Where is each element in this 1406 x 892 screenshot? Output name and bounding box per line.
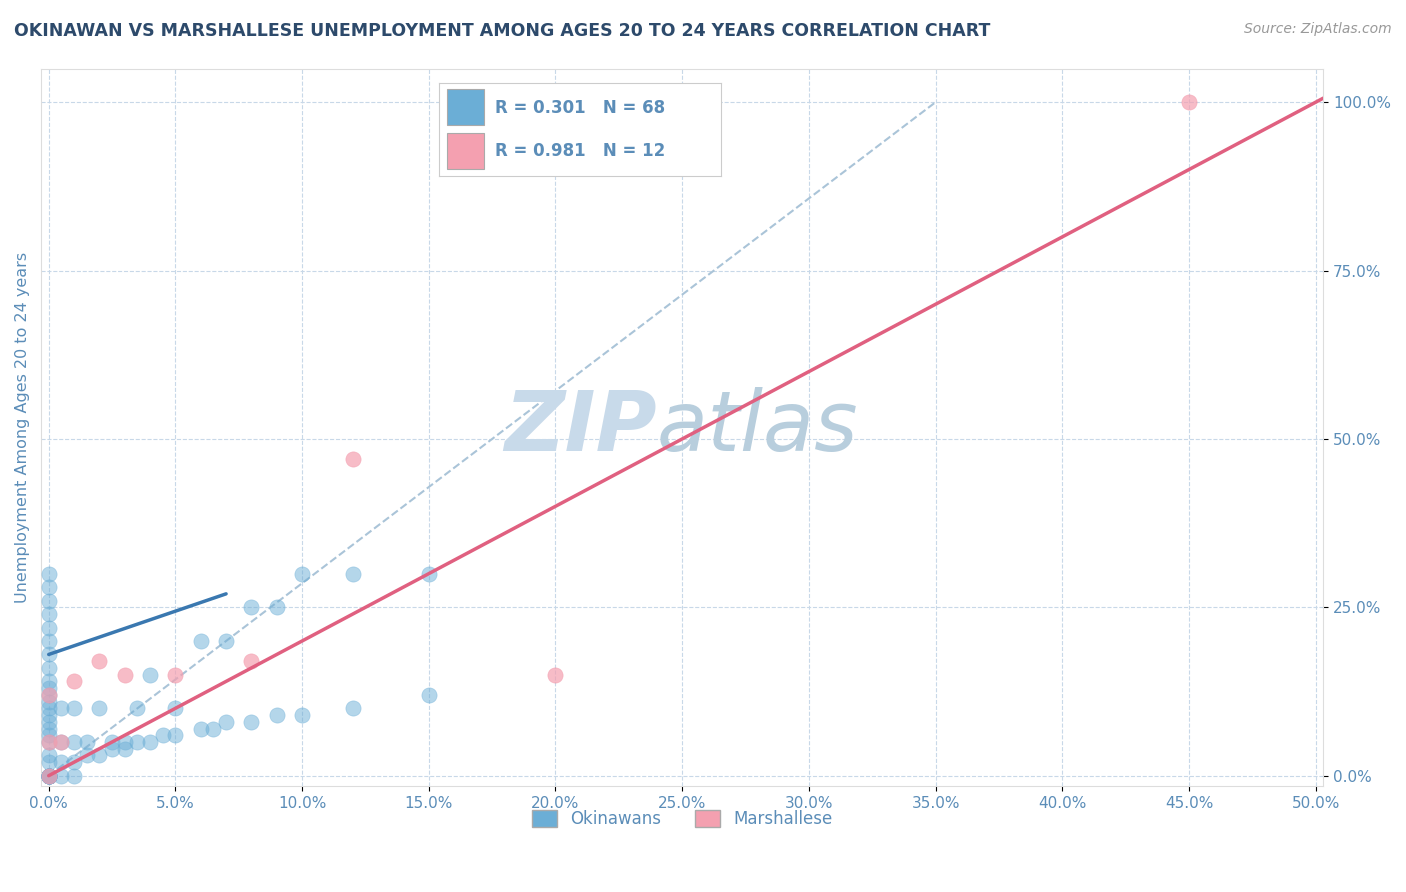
Text: OKINAWAN VS MARSHALLESE UNEMPLOYMENT AMONG AGES 20 TO 24 YEARS CORRELATION CHART: OKINAWAN VS MARSHALLESE UNEMPLOYMENT AMO… (14, 22, 990, 40)
Point (38, 688, 60, 702)
Point (38, 722, 60, 736)
Point (38, 769, 60, 783)
Point (202, 722, 225, 736)
Point (38, 769, 60, 783)
Point (38, 769, 60, 783)
Point (38, 769, 60, 783)
Point (63, 701, 86, 715)
Point (63, 769, 86, 783)
Point (38, 661, 60, 675)
Point (38, 769, 60, 783)
Point (38, 769, 60, 783)
Point (38, 674, 60, 689)
Point (114, 741, 136, 756)
Point (266, 600, 288, 615)
Point (89, 654, 111, 668)
Point (342, 701, 364, 715)
Text: Source: ZipAtlas.com: Source: ZipAtlas.com (1244, 22, 1392, 37)
Point (38, 756, 60, 770)
Point (51, 701, 73, 715)
Point (139, 667, 162, 681)
Point (38, 580, 60, 594)
Point (114, 735, 136, 749)
Point (38, 769, 60, 783)
Point (38, 695, 60, 709)
Point (190, 722, 212, 736)
Point (418, 688, 440, 702)
Point (165, 667, 187, 681)
Point (165, 701, 187, 715)
Y-axis label: Unemployment Among Ages 20 to 24 years: Unemployment Among Ages 20 to 24 years (15, 252, 30, 603)
Point (38, 728, 60, 742)
Point (63, 756, 86, 770)
Point (291, 708, 314, 723)
Point (51, 756, 73, 770)
Point (89, 701, 111, 715)
Point (127, 701, 149, 715)
Point (63, 735, 86, 749)
Point (418, 566, 440, 581)
Point (240, 714, 263, 729)
Point (38, 714, 60, 729)
Point (51, 735, 73, 749)
Point (342, 566, 364, 581)
Point (101, 741, 124, 756)
Legend: Okinawans, Marshallese: Okinawans, Marshallese (526, 804, 839, 835)
Point (38, 620, 60, 634)
Point (127, 735, 149, 749)
Point (38, 708, 60, 723)
Point (38, 748, 60, 763)
Point (51, 735, 73, 749)
Point (38, 681, 60, 695)
Point (38, 634, 60, 648)
Point (38, 735, 60, 749)
Point (38, 648, 60, 662)
Point (38, 769, 60, 783)
Point (63, 674, 86, 689)
Point (544, 667, 567, 681)
Point (165, 728, 187, 742)
Point (190, 634, 212, 648)
Point (38, 769, 60, 783)
Point (76, 735, 98, 749)
Point (1178, 95, 1201, 110)
Point (152, 728, 174, 742)
Point (139, 735, 162, 749)
Point (38, 593, 60, 607)
Point (38, 688, 60, 702)
Point (215, 714, 238, 729)
Point (342, 452, 364, 467)
Point (266, 708, 288, 723)
Point (51, 769, 73, 783)
Point (38, 769, 60, 783)
Point (38, 735, 60, 749)
Text: atlas: atlas (657, 386, 858, 467)
Point (38, 769, 60, 783)
Point (38, 566, 60, 581)
Point (215, 634, 238, 648)
Point (76, 748, 98, 763)
Point (240, 654, 263, 668)
Text: ZIP: ZIP (503, 386, 657, 467)
Point (38, 607, 60, 621)
Point (89, 748, 111, 763)
Point (291, 566, 314, 581)
Point (114, 667, 136, 681)
Point (240, 600, 263, 615)
Point (101, 735, 124, 749)
Point (38, 701, 60, 715)
